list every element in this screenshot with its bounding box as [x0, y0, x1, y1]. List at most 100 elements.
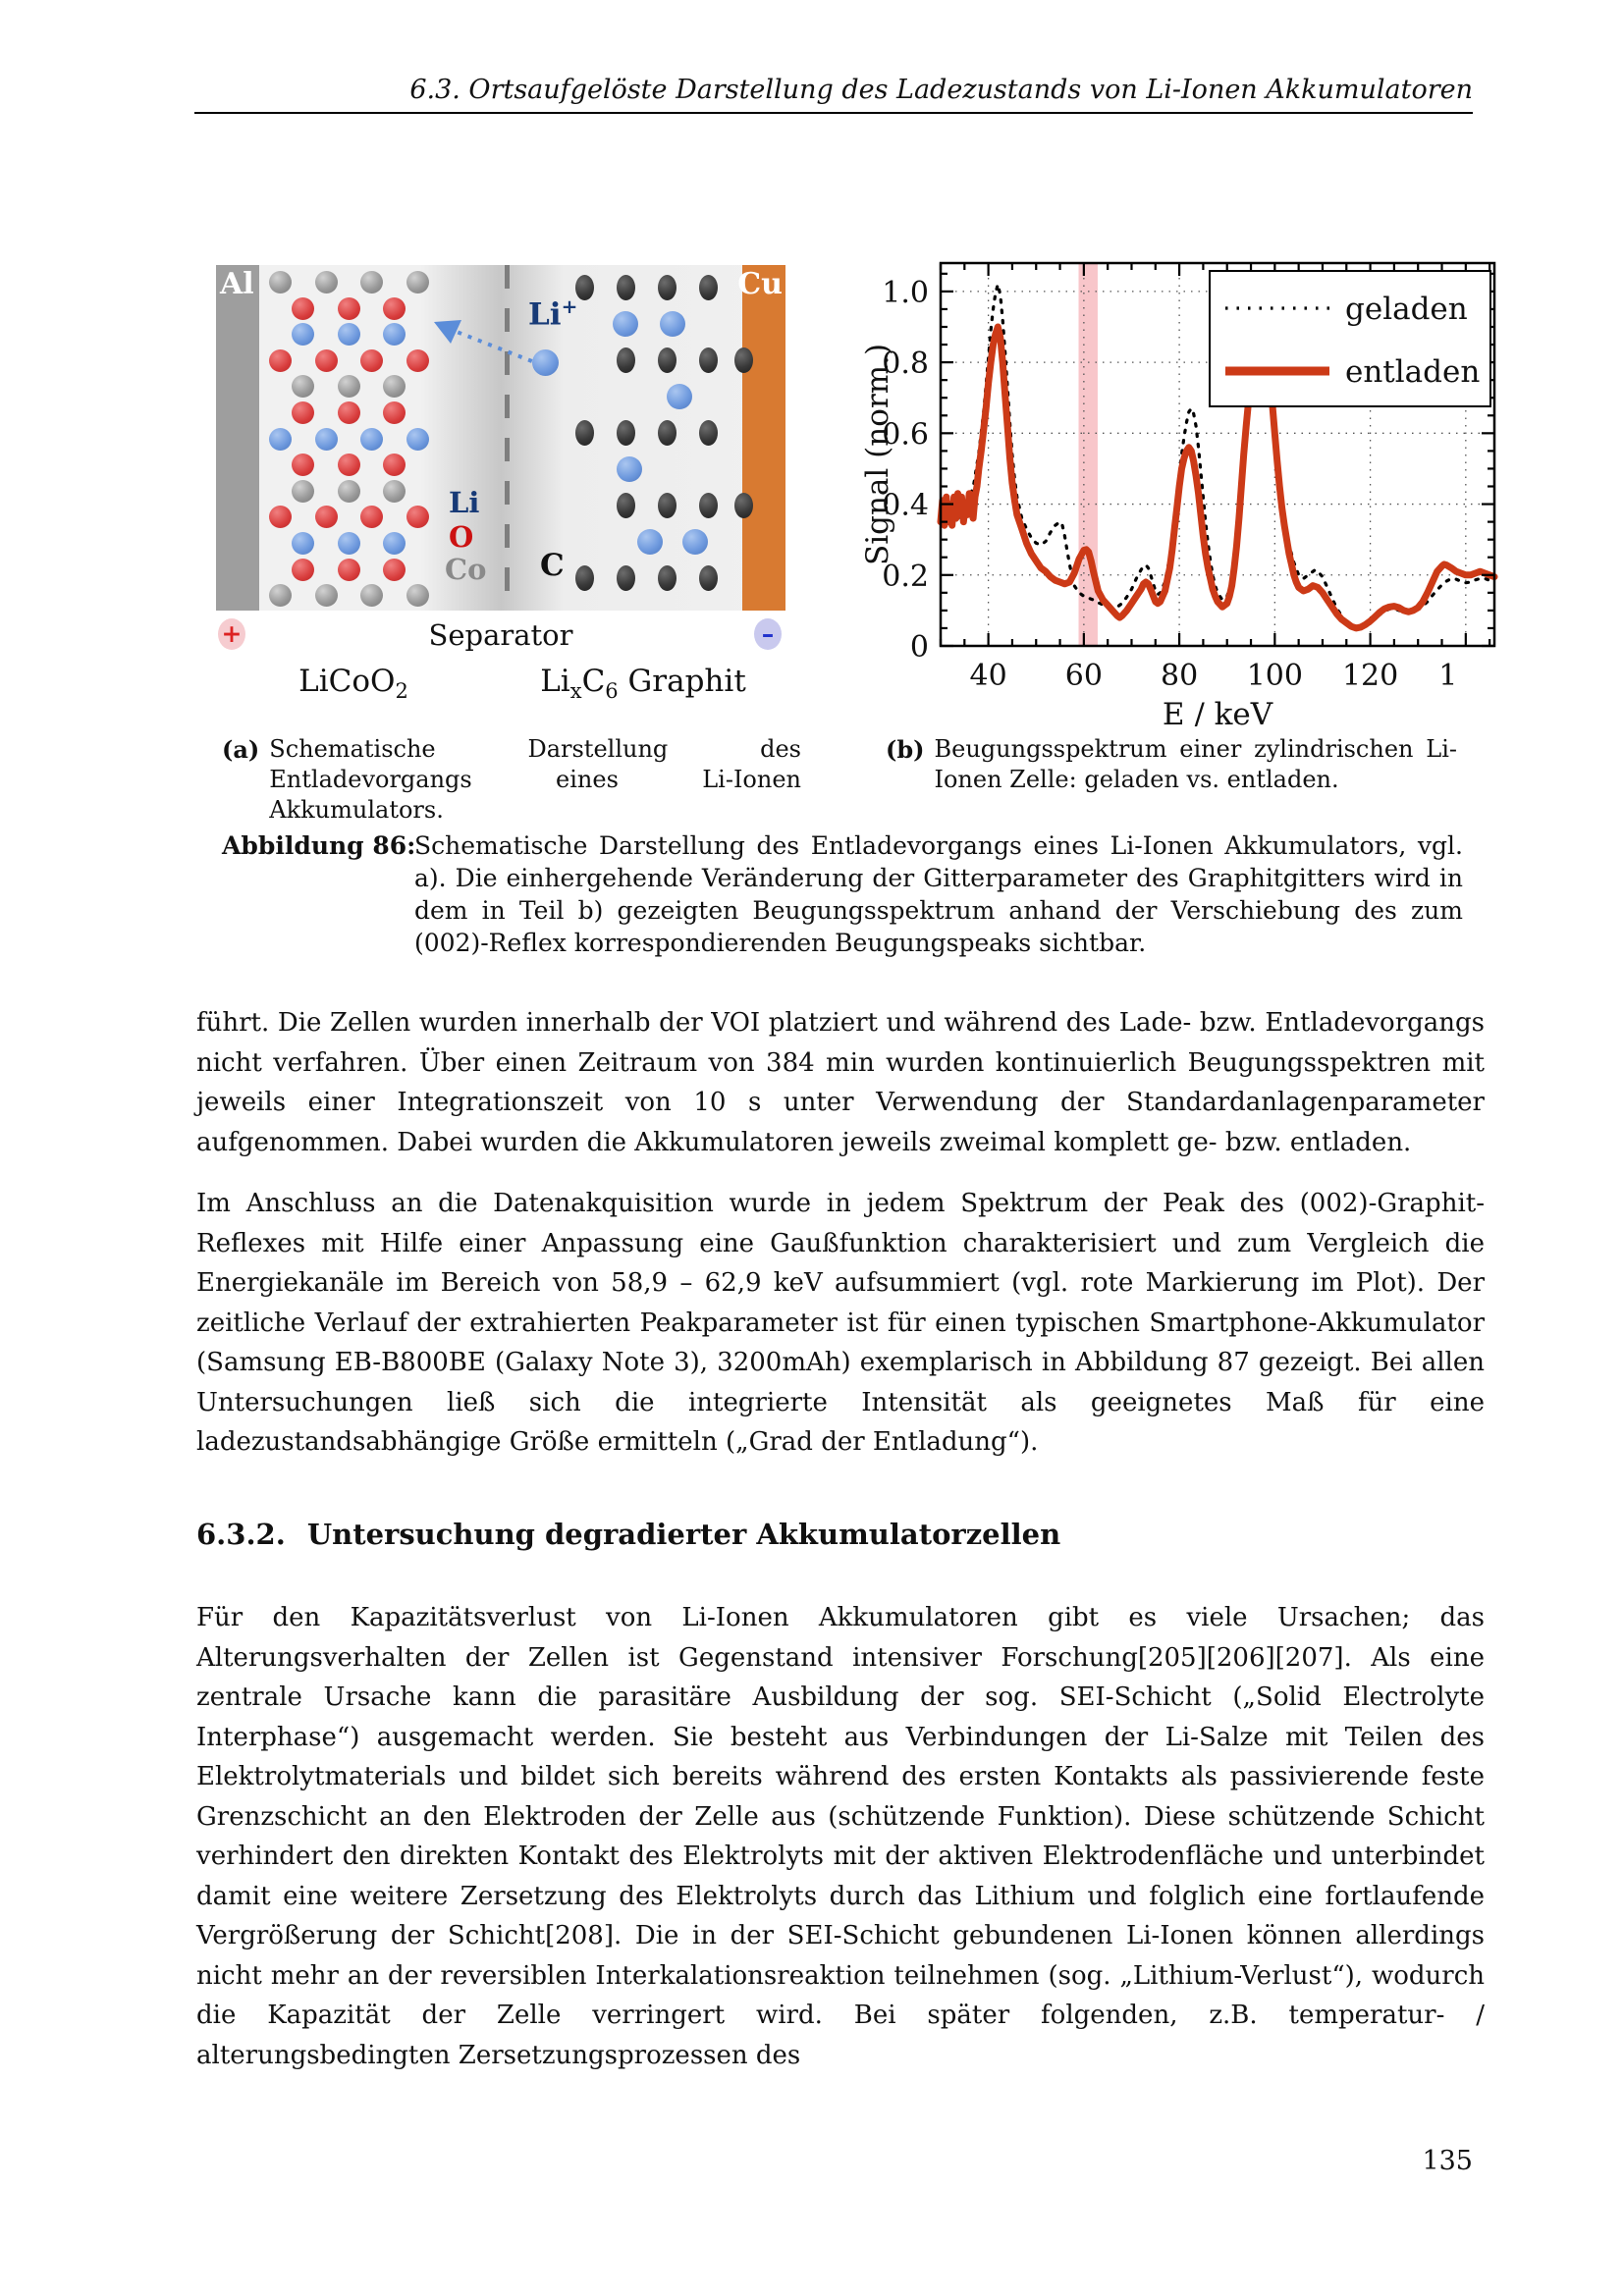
- atom: [658, 420, 677, 446]
- atom: [314, 584, 338, 608]
- atom: [699, 420, 718, 446]
- plus-terminal: +: [218, 618, 245, 650]
- atom: [269, 506, 292, 529]
- atom: [269, 427, 292, 451]
- atom: [383, 401, 406, 424]
- subcaption-b: (b) Beugungsspektrum einer zylindrischen…: [886, 734, 1457, 795]
- atom: [660, 311, 686, 337]
- legend-o-label: O: [449, 520, 474, 554]
- atom: [292, 454, 315, 477]
- figure-caption-label: Abbildung 86:: [222, 831, 416, 860]
- atom: [292, 479, 315, 503]
- y-tick-label: 0.2: [882, 560, 929, 594]
- x-tick-label: 1: [1438, 659, 1457, 693]
- subcaption-a-label: (a): [222, 735, 260, 764]
- atom: [383, 375, 406, 399]
- atom: [337, 323, 360, 347]
- atom: [658, 565, 677, 591]
- atom: [383, 532, 406, 555]
- section-title: Untersuchung degradierter Akkumulatorzel…: [306, 1518, 1061, 1551]
- cu-electrode: Cu: [737, 265, 785, 611]
- atom: [406, 506, 429, 529]
- legend-geladen-label: geladen: [1345, 292, 1468, 327]
- atom: [658, 493, 677, 518]
- minus-terminal: –: [754, 618, 782, 650]
- atom: [337, 296, 360, 320]
- y-tick-label: 0: [910, 630, 929, 665]
- atom: [314, 271, 338, 294]
- atom: [269, 584, 292, 608]
- al-label: Al: [220, 267, 254, 301]
- paragraph-1: führt. Die Zellen wurden innerhalb der V…: [196, 1008, 1485, 1157]
- legend-li-label: Li: [449, 486, 480, 519]
- atom: [733, 493, 753, 518]
- atom: [383, 558, 406, 581]
- atom: [617, 493, 635, 518]
- atom: [383, 296, 406, 320]
- page-number: 135: [1422, 2146, 1473, 2176]
- subcaption-b-label: (b): [886, 735, 925, 764]
- atom: [617, 420, 635, 446]
- atom: [314, 506, 338, 529]
- atom: [658, 275, 677, 300]
- battery-schematic: Al Cu Li+ Li O Co C: [216, 265, 785, 611]
- x-tick-label: 100: [1247, 659, 1303, 693]
- atom: [292, 532, 315, 555]
- atom: [360, 584, 383, 608]
- atom: [617, 275, 635, 300]
- atom: [337, 532, 360, 555]
- atom: [337, 375, 360, 399]
- atom: [575, 275, 594, 300]
- atom: [658, 347, 677, 373]
- y-tick-label: 0.6: [882, 417, 929, 452]
- subcaption-a-text: Schematische Darstellung des Entladevorg…: [269, 735, 801, 824]
- paragraph-3: Für den Kapazitätsverlust von Li-Ionen A…: [196, 1603, 1485, 2070]
- atom: [269, 271, 292, 294]
- li-ion-label: Li+: [528, 294, 578, 333]
- atom: [617, 347, 635, 373]
- atom: [292, 323, 315, 347]
- legend-c-label: C: [540, 548, 565, 583]
- separator-line: [505, 265, 510, 611]
- atom: [360, 348, 383, 372]
- atom: [337, 454, 360, 477]
- section-heading: 6.3.2. Untersuchung degradierter Akkumula…: [196, 1518, 1060, 1551]
- atom: [699, 493, 718, 518]
- atom: [733, 347, 753, 373]
- separator-label: Separator: [428, 618, 573, 652]
- diffraction-chart: 40 60 80 100 120 1 0 0.2 0.4 0.6 0.8 1.0 E / keV Sign…: [860, 245, 1512, 732]
- atom: [292, 401, 315, 424]
- series-entladen: [937, 323, 1498, 632]
- atom: [337, 558, 360, 581]
- paragraph-2: Im Anschluss an die Datenakquisition wur…: [196, 1189, 1485, 1457]
- atom: [383, 323, 406, 347]
- y-tick-label: 0.4: [882, 489, 929, 523]
- cathode-formula: LiCoO2: [298, 664, 408, 704]
- atom: [617, 565, 635, 591]
- atom: [314, 348, 338, 372]
- figure-caption: Abbildung 86: Schematische Darstellung d…: [222, 829, 1463, 959]
- plot-frame: [939, 261, 1496, 648]
- cu-label: Cu: [737, 267, 783, 301]
- y-tick-label: 1.0: [882, 276, 929, 310]
- series-geladen: [939, 283, 1496, 630]
- atom: [406, 584, 429, 608]
- atom: [699, 275, 718, 300]
- atom: [699, 347, 718, 373]
- atom: [383, 454, 406, 477]
- atom: [337, 401, 360, 424]
- x-tick-label: 120: [1342, 659, 1398, 693]
- atom: [406, 271, 429, 294]
- atom: [406, 427, 429, 451]
- x-tick-label: 60: [1065, 659, 1103, 693]
- al-electrode: Al: [216, 265, 259, 611]
- subcaption-a: (a) Schematische Darstellung des Entlade…: [222, 734, 801, 826]
- atom: [292, 375, 315, 399]
- anode-formula: LixC6 Graphit: [540, 664, 746, 704]
- atom: [406, 348, 429, 372]
- legend-entladen-label: entladen: [1345, 354, 1480, 390]
- atom: [337, 479, 360, 503]
- atom: [360, 271, 383, 294]
- atom: [666, 384, 692, 409]
- section-number: 6.3.2.: [196, 1518, 286, 1551]
